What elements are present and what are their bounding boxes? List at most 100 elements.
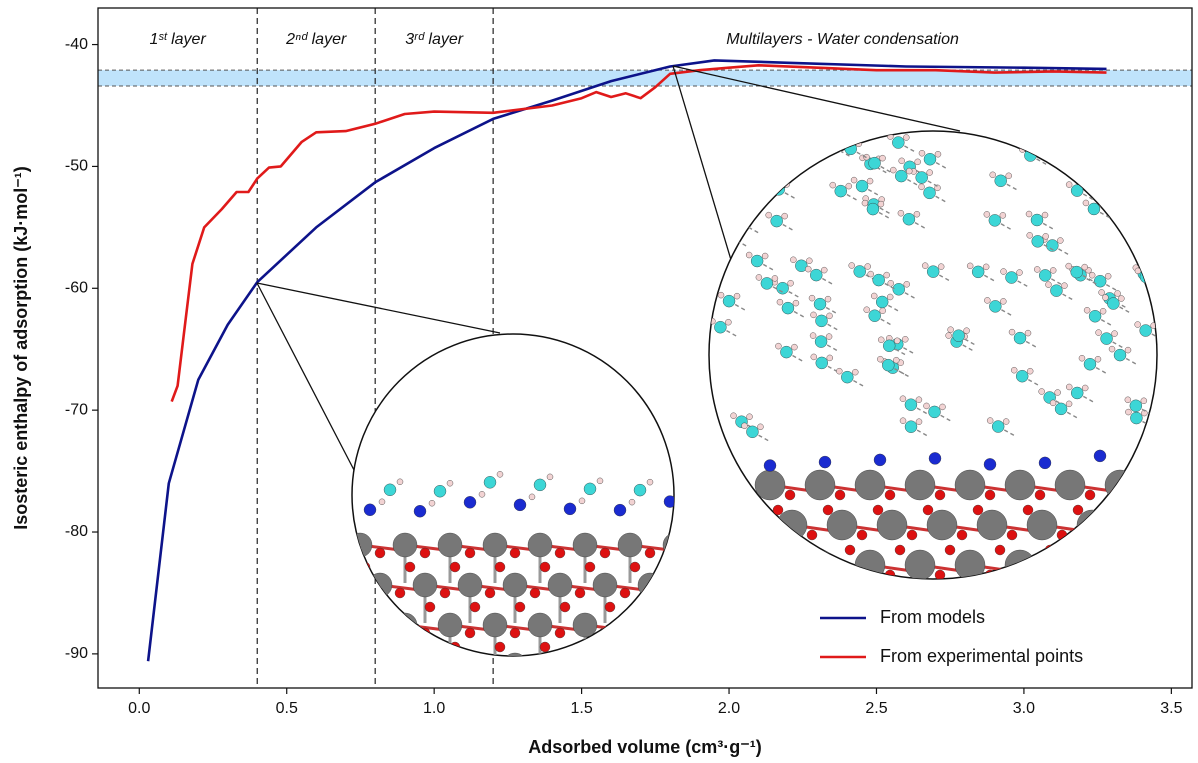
atom (736, 218, 748, 230)
atom (1023, 585, 1033, 595)
atom (882, 359, 894, 371)
atom (878, 201, 884, 207)
atom (547, 474, 553, 480)
atom (827, 355, 833, 361)
atom (987, 418, 993, 424)
atom (1131, 170, 1143, 182)
legend-label: From models (880, 607, 985, 627)
atom (605, 602, 615, 612)
atom (1079, 355, 1085, 361)
atom (741, 423, 747, 429)
atom (1104, 157, 1110, 163)
h-bond (749, 196, 767, 206)
atom (528, 613, 552, 637)
atom (793, 300, 799, 306)
atom (1026, 211, 1032, 217)
atom (1050, 285, 1062, 297)
atom (756, 274, 762, 280)
h-bond (1099, 165, 1117, 175)
y-tick-label: -50 (65, 158, 88, 175)
atom (638, 573, 662, 597)
y-axis-title: Isosteric enthalpy of adsorption (kJ·mol… (11, 166, 31, 530)
atom (614, 504, 626, 516)
atom (893, 357, 899, 363)
atom (984, 458, 996, 470)
atom (1006, 272, 1018, 284)
atom (1014, 332, 1026, 344)
atom (1105, 550, 1135, 580)
atom (883, 340, 895, 352)
atom (1061, 283, 1067, 289)
atom (1095, 545, 1105, 555)
x-tick-label: 3.5 (1160, 700, 1182, 717)
atom (1088, 203, 1100, 215)
atom (530, 588, 540, 598)
atom (972, 266, 984, 278)
atom (814, 298, 826, 310)
atom (815, 315, 827, 327)
atom (915, 159, 921, 165)
atom (1107, 203, 1113, 209)
atom (957, 530, 967, 540)
atom (1185, 570, 1195, 580)
atom (894, 338, 900, 344)
atom (395, 668, 405, 678)
bond (560, 665, 600, 670)
zoom-line (673, 66, 740, 290)
atom (710, 668, 720, 678)
atom (773, 183, 785, 195)
bond (1120, 485, 1162, 491)
bond (630, 625, 670, 630)
atom (762, 253, 768, 259)
atom (809, 295, 815, 301)
atom (414, 505, 426, 517)
atom (683, 653, 707, 677)
atom (919, 184, 925, 190)
atom (751, 255, 763, 267)
atom (805, 470, 835, 500)
atom (900, 418, 906, 424)
atom (1099, 289, 1105, 295)
h-bond (1144, 274, 1162, 284)
atom (880, 308, 886, 314)
h-bond (1118, 212, 1136, 222)
atom (747, 414, 753, 420)
atom (903, 213, 915, 225)
atom (1135, 490, 1145, 500)
region-label: 2ⁿᵈ layer (285, 31, 347, 48)
atom (743, 190, 755, 202)
atom (923, 585, 933, 595)
atom (618, 533, 642, 557)
atom (675, 562, 685, 572)
atom (935, 151, 941, 157)
atom (683, 573, 707, 597)
y-tick-label: -60 (65, 280, 88, 297)
bond (650, 665, 690, 670)
atom (510, 548, 520, 558)
atom (1102, 295, 1108, 301)
atom (1177, 510, 1198, 540)
atom (1125, 347, 1131, 353)
h-bond (1146, 277, 1164, 287)
legend-label: From experimental points (880, 646, 1083, 666)
atom (1141, 398, 1147, 404)
atom (1066, 401, 1072, 407)
atom (905, 470, 935, 500)
atom (876, 296, 888, 308)
atom (835, 570, 845, 580)
atom (862, 200, 868, 206)
atom (1039, 269, 1051, 281)
atom (1077, 510, 1107, 540)
x-tick-label: 3.0 (1013, 700, 1035, 717)
atom (919, 150, 925, 156)
atom (923, 505, 933, 515)
atom (405, 642, 415, 652)
atom (375, 548, 385, 558)
atom (1003, 419, 1009, 425)
atom (679, 491, 685, 497)
atom (564, 503, 576, 515)
atom (1088, 156, 1094, 162)
atom (1130, 400, 1142, 412)
atom (1185, 490, 1195, 500)
atom (764, 146, 770, 152)
